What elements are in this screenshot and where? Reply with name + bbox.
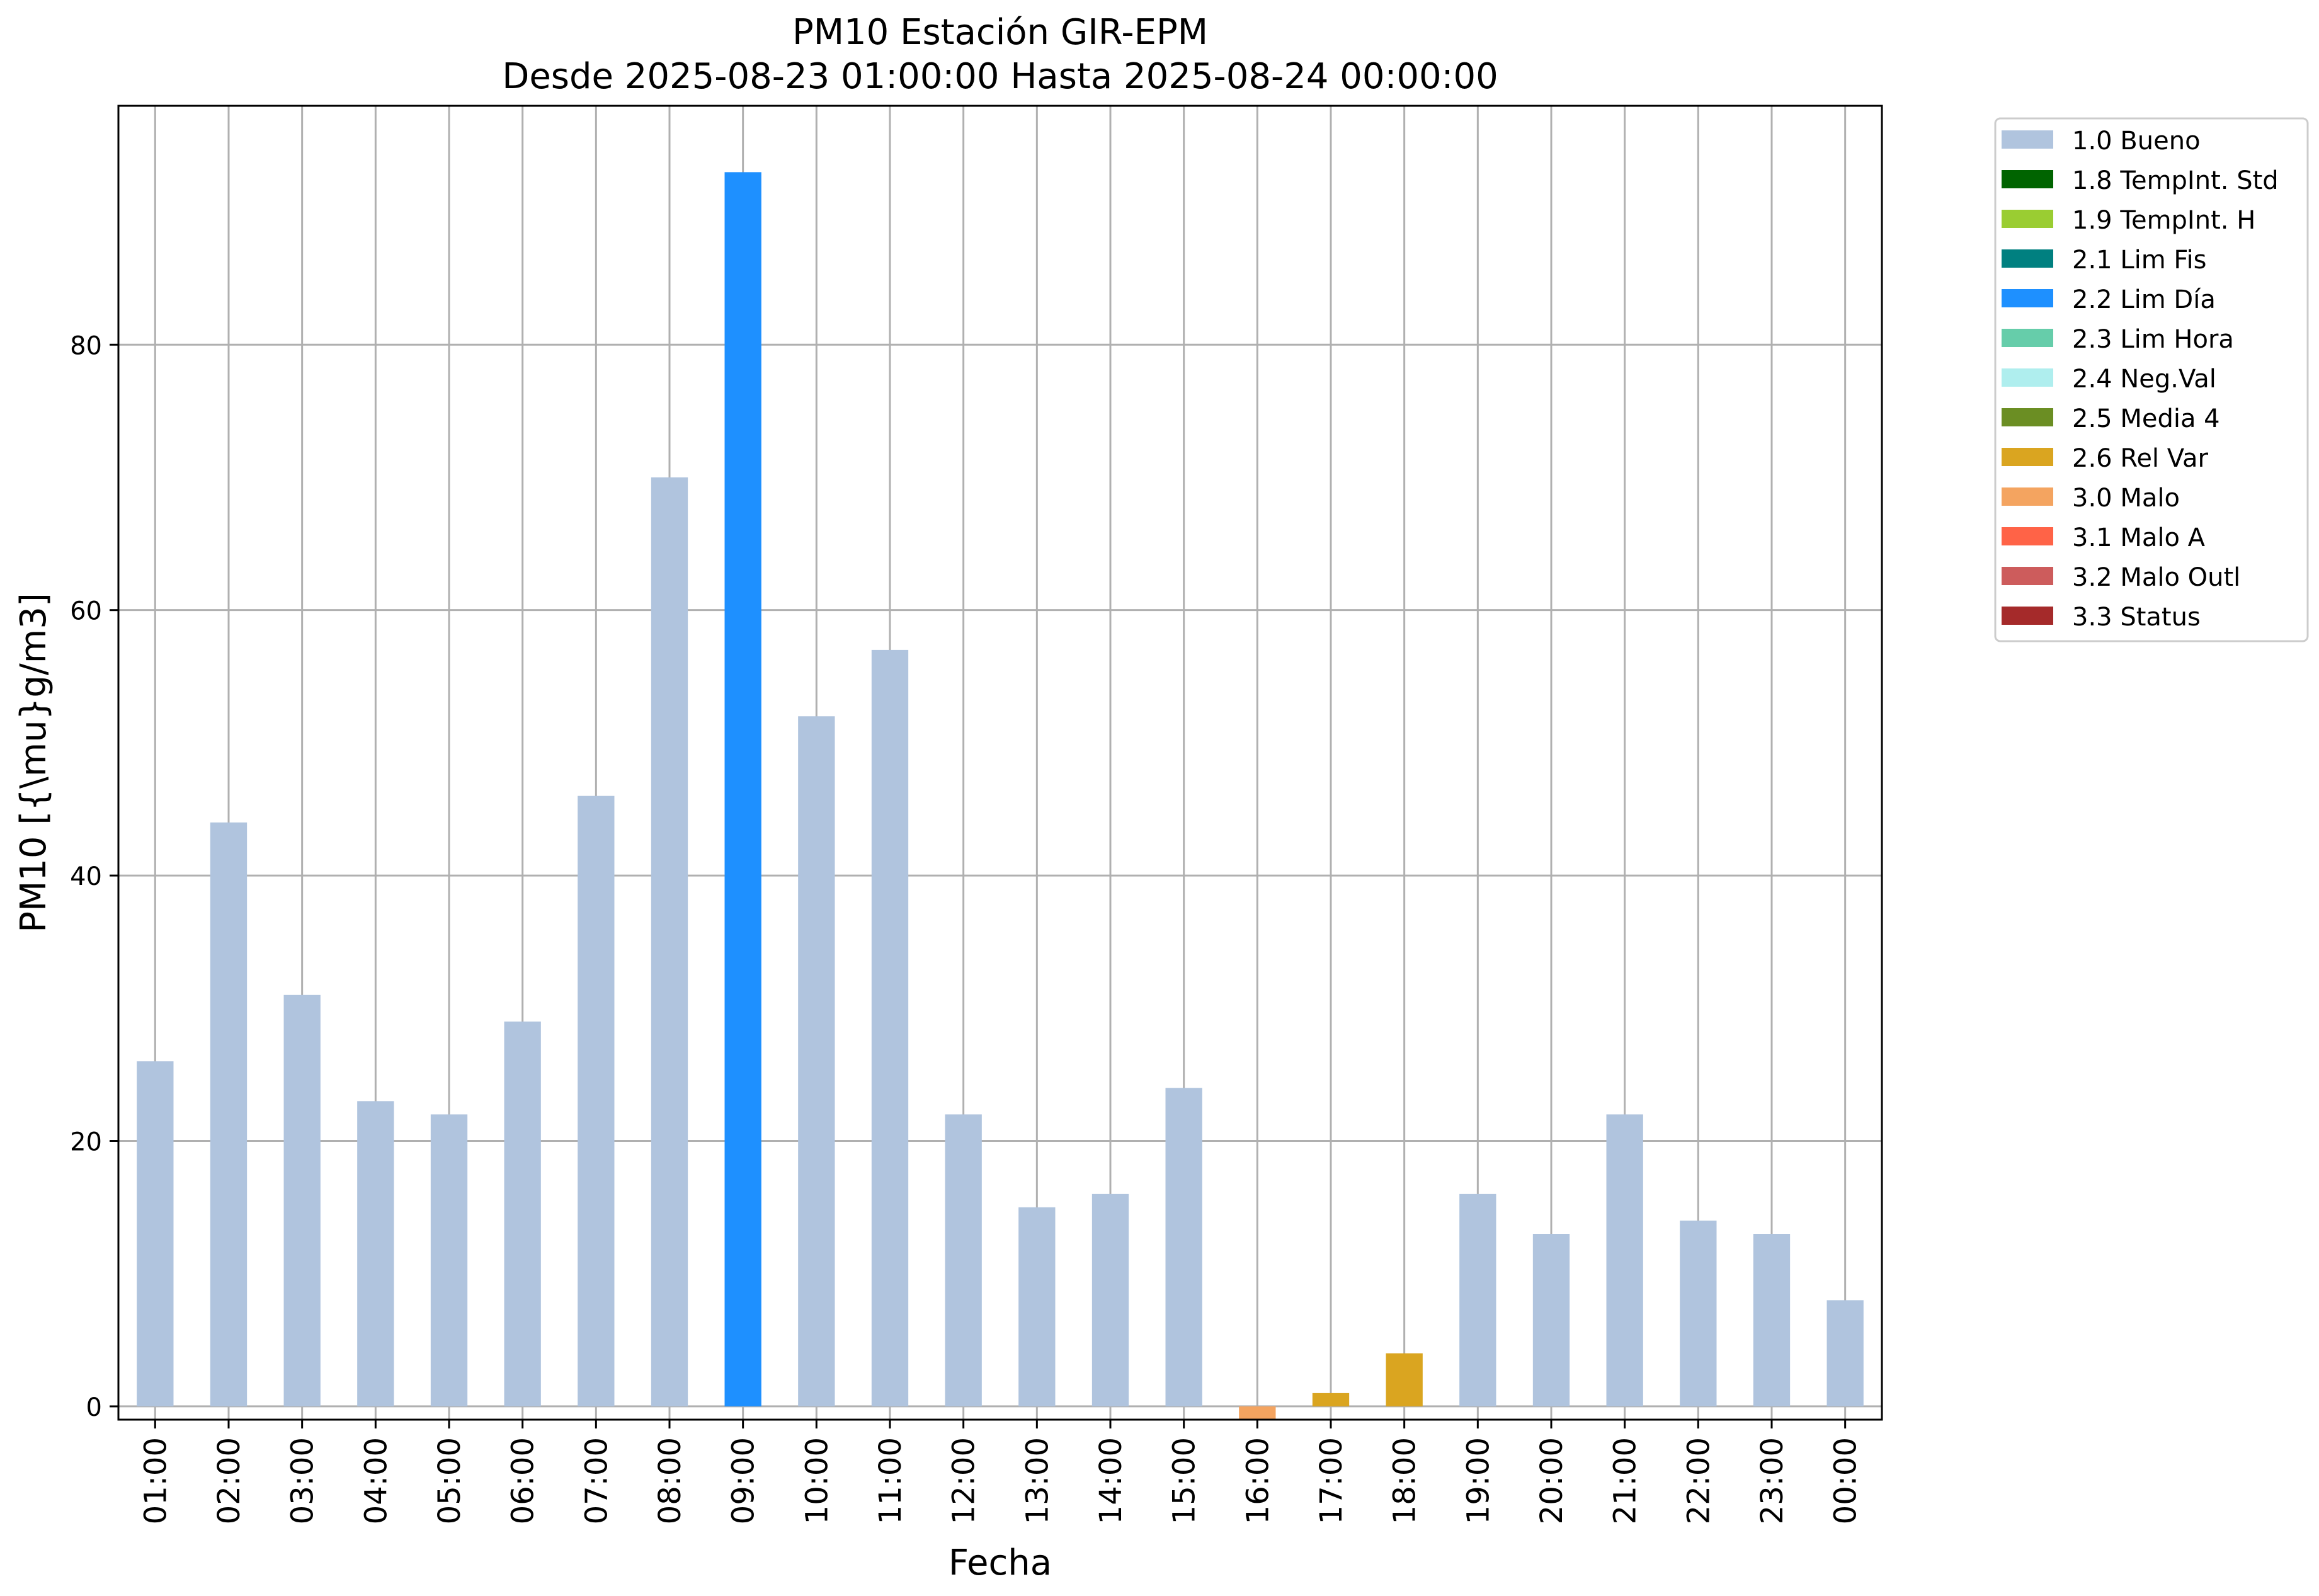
x-tick-label: 07:00 — [579, 1437, 614, 1524]
y-axis: 0 20 40 60 80 — [70, 331, 118, 1422]
bar-16:00 — [1239, 1406, 1276, 1420]
x-tick-label: 18:00 — [1387, 1437, 1423, 1524]
x-tick-label: 20:00 — [1534, 1437, 1570, 1524]
legend-swatch — [2002, 329, 2053, 347]
legend-label: 2.2 Lim Día — [2072, 285, 2216, 314]
x-tick-label: 05:00 — [432, 1437, 467, 1524]
legend-label: 1.8 TempInt. Std — [2072, 166, 2279, 195]
legend-swatch — [2002, 170, 2053, 188]
bar-06:00 — [504, 1021, 541, 1406]
legend-label: 1.0 Bueno — [2072, 127, 2201, 156]
plot-frame — [117, 105, 1883, 1421]
chart-title-line2: Desde 2025-08-23 01:00:00 Hasta 2025-08-… — [502, 56, 1498, 97]
legend-label: 2.4 Neg.Val — [2072, 365, 2216, 394]
x-axis: 01:00 02:00 03:00 04:00 05:00 06:00 07:00 08:00… — [138, 1420, 1864, 1524]
legend-swatch — [2002, 567, 2053, 585]
legend: 1.0 Bueno 1.8 TempInt. Std 1.9 TempInt. H 2… — [1994, 117, 2309, 642]
legend-swatch — [2002, 448, 2053, 466]
x-tick-label: 03:00 — [285, 1437, 321, 1524]
bars-group — [137, 172, 1864, 1420]
legend-label: 3.3 Status — [2072, 603, 2201, 632]
bar-20:00 — [1532, 1234, 1570, 1406]
x-tick-label: 09:00 — [726, 1437, 761, 1524]
x-tick-label: 12:00 — [947, 1437, 982, 1524]
bar-19:00 — [1459, 1194, 1496, 1406]
x-tick-label: 19:00 — [1461, 1437, 1496, 1524]
bar-02:00 — [210, 822, 248, 1406]
legend-label: 3.2 Malo Outl — [2072, 563, 2240, 592]
bar-05:00 — [430, 1114, 468, 1406]
legend-swatch — [2002, 527, 2053, 545]
legend-swatch — [2002, 368, 2053, 387]
x-tick-label: 13:00 — [1020, 1437, 1055, 1524]
x-tick-label: 01:00 — [138, 1437, 173, 1524]
bar-21:00 — [1606, 1114, 1643, 1406]
y-axis-label: PM10 [{\mu}g/m3] — [13, 593, 54, 933]
y-tick-label: 40 — [70, 862, 102, 891]
legend-label: 2.3 Lim Hora — [2072, 325, 2234, 354]
x-tick-label: 23:00 — [1755, 1437, 1790, 1524]
x-tick-label: 16:00 — [1240, 1437, 1275, 1524]
legend-label: 2.6 Rel Var — [2072, 444, 2209, 473]
x-tick-label: 21:00 — [1608, 1437, 1643, 1524]
bar-17:00 — [1312, 1393, 1350, 1406]
legend-label: 2.1 Lim Fis — [2072, 246, 2206, 275]
legend-swatch — [2002, 408, 2053, 426]
bar-08:00 — [651, 477, 688, 1406]
bar-09:00 — [724, 172, 761, 1406]
y-tick-label: 20 — [70, 1128, 102, 1157]
legend-swatch — [2002, 249, 2053, 268]
legend-swatch — [2002, 130, 2053, 149]
legend-swatch — [2002, 487, 2053, 506]
bar-10:00 — [798, 716, 835, 1406]
x-tick-label: 17:00 — [1314, 1437, 1349, 1524]
bar-07:00 — [578, 795, 615, 1406]
chart-title-line1: PM10 Estación GIR-EPM — [792, 12, 1208, 53]
bar-22:00 — [1680, 1220, 1717, 1406]
bar-04:00 — [357, 1101, 394, 1406]
x-tick-label: 00:00 — [1828, 1437, 1864, 1524]
bar-13:00 — [1018, 1207, 1056, 1406]
legend-swatch — [2002, 607, 2053, 625]
legend-swatch — [2002, 289, 2053, 307]
bar-12:00 — [945, 1114, 982, 1406]
x-tick-label: 02:00 — [212, 1437, 247, 1524]
y-tick-label: 60 — [70, 597, 102, 626]
bar-15:00 — [1165, 1088, 1202, 1406]
bar-03:00 — [283, 995, 321, 1406]
bar-18:00 — [1386, 1353, 1423, 1406]
bar-01:00 — [137, 1061, 174, 1406]
x-tick-label: 06:00 — [506, 1437, 541, 1524]
y-tick-label: 80 — [70, 331, 102, 360]
legend-label: 3.1 Malo A — [2072, 523, 2206, 552]
x-tick-label: 10:00 — [799, 1437, 835, 1524]
x-tick-label: 11:00 — [873, 1437, 908, 1524]
bar-11:00 — [871, 649, 909, 1406]
bar-14:00 — [1091, 1194, 1129, 1406]
legend-label: 3.0 Malo — [2072, 484, 2180, 513]
x-tick-label: 04:00 — [358, 1437, 394, 1524]
x-tick-label: 22:00 — [1681, 1437, 1716, 1524]
x-tick-label: 14:00 — [1093, 1437, 1129, 1524]
legend-label: 1.9 TempInt. H — [2072, 206, 2255, 235]
bar-23:00 — [1753, 1234, 1791, 1406]
y-tick-label: 0 — [86, 1393, 102, 1422]
x-tick-label: 08:00 — [652, 1437, 688, 1524]
bar-00:00 — [1826, 1300, 1864, 1406]
x-axis-label: Fecha — [949, 1542, 1052, 1583]
legend-label: 2.5 Media 4 — [2072, 404, 2220, 433]
legend-swatch — [2002, 210, 2053, 228]
legend-box — [1994, 117, 2309, 642]
x-tick-label: 15:00 — [1167, 1437, 1202, 1524]
